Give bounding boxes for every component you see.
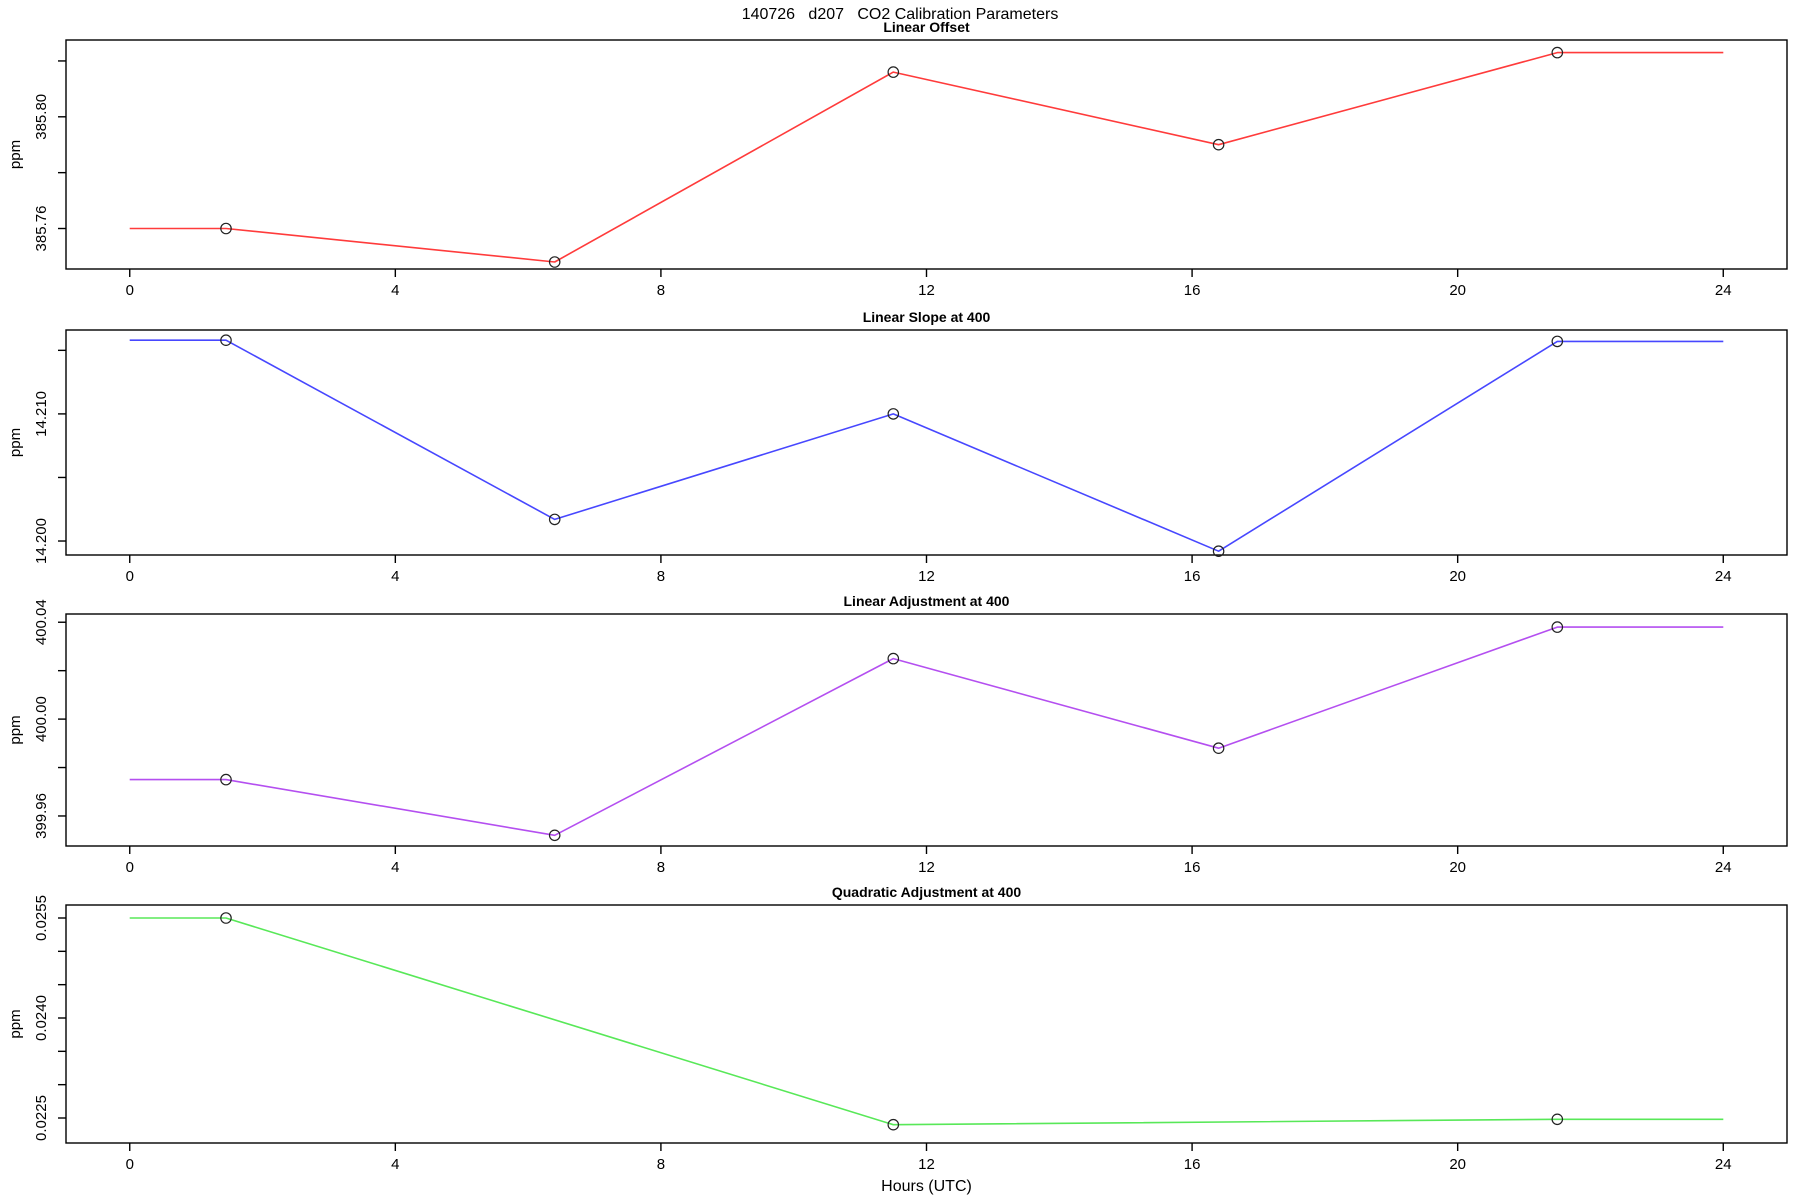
- x-tick-label: 20: [1449, 282, 1466, 299]
- x-tick-label: 4: [391, 282, 399, 299]
- x-tick-label: 4: [391, 568, 399, 585]
- y-tick-label: 399.96: [33, 793, 50, 839]
- x-tick-label: 24: [1715, 282, 1732, 299]
- x-tick-label: 16: [1184, 1156, 1201, 1173]
- x-tick-label: 0: [126, 1156, 134, 1173]
- series-line: [129, 626, 1724, 837]
- plot-box: [65, 329, 1788, 556]
- x-tick-label: 8: [657, 568, 665, 585]
- x-tick-label: 12: [918, 859, 935, 876]
- x-tick-label: 16: [1184, 859, 1201, 876]
- x-tick-label: 24: [1715, 1156, 1732, 1173]
- data-point-marker: [887, 1118, 900, 1131]
- panel-title-linear-offset: Linear Offset: [883, 19, 970, 35]
- data-point-marker: [220, 773, 232, 786]
- panel-title-quadratic-adjustment: Quadratic Adjustment at 400: [831, 884, 1022, 900]
- data-point-marker: [220, 334, 232, 346]
- y-tick-label: 400.04: [33, 599, 50, 645]
- data-point-marker: [887, 652, 900, 665]
- y-axis-unit-label: ppm: [7, 715, 24, 744]
- x-tick-label: 12: [918, 282, 935, 299]
- y-tick-label: 14.200: [33, 518, 50, 564]
- x-tick-label: 0: [126, 568, 134, 585]
- series-line: [129, 339, 1724, 553]
- panel-title-linear-slope: Linear Slope at 400: [862, 309, 991, 325]
- y-tick-label: 0.0255: [33, 895, 50, 941]
- series-line: [129, 917, 1724, 1126]
- x-tick-label: 8: [657, 1156, 665, 1173]
- x-tick-label: 8: [657, 859, 665, 876]
- data-point-marker: [1551, 1113, 1564, 1126]
- data-point-marker: [548, 829, 561, 842]
- x-tick-label: 20: [1449, 859, 1466, 876]
- data-point-marker: [548, 256, 561, 268]
- x-tick-label: 12: [918, 1156, 935, 1173]
- data-point-marker: [1551, 335, 1564, 348]
- data-point-marker: [887, 66, 900, 78]
- plot-box: [65, 904, 1788, 1144]
- x-tick-label: 0: [126, 282, 134, 299]
- x-tick-label: 0: [126, 859, 134, 876]
- y-tick-label: 400.00: [33, 696, 50, 742]
- x-tick-label: 12: [918, 568, 935, 585]
- data-point-marker: [1212, 742, 1225, 754]
- panel-title-linear-adjustment: Linear Adjustment at 400: [843, 593, 1010, 609]
- x-tick-label: 16: [1184, 282, 1201, 299]
- data-point-marker: [1551, 46, 1564, 59]
- y-axis-unit-label: ppm: [7, 428, 24, 457]
- data-point-marker: [1212, 545, 1225, 557]
- data-point-marker: [548, 513, 561, 526]
- x-tick-label: 24: [1715, 859, 1732, 876]
- y-tick-label: 385.80: [33, 94, 50, 140]
- data-point-marker: [220, 222, 232, 235]
- x-tick-label: 16: [1184, 568, 1201, 585]
- page-title: 140726 d207 CO2 Calibration Parameters: [741, 6, 1059, 23]
- x-tick-label: 8: [657, 282, 665, 299]
- data-point-marker: [887, 408, 900, 420]
- x-tick-label: 24: [1715, 568, 1732, 585]
- x-tick-label: 20: [1449, 568, 1466, 585]
- plot-box: [65, 39, 1788, 270]
- data-point-marker: [1551, 621, 1564, 633]
- y-tick-label: 0.0240: [33, 995, 50, 1041]
- x-axis-title: Hours (UTC): [881, 1178, 972, 1195]
- data-point-marker: [220, 912, 232, 924]
- y-tick-label: 14.210: [33, 391, 50, 437]
- plot-box: [65, 613, 1788, 847]
- series-line: [129, 51, 1724, 263]
- x-tick-label: 20: [1449, 1156, 1466, 1173]
- x-tick-label: 4: [391, 1156, 399, 1173]
- y-axis-unit-label: ppm: [7, 140, 24, 169]
- data-point-marker: [1212, 138, 1225, 151]
- y-tick-label: 385.76: [33, 206, 50, 252]
- x-tick-label: 4: [391, 859, 399, 876]
- y-tick-label: 0.0225: [33, 1095, 50, 1141]
- y-axis-unit-label: ppm: [7, 1009, 24, 1038]
